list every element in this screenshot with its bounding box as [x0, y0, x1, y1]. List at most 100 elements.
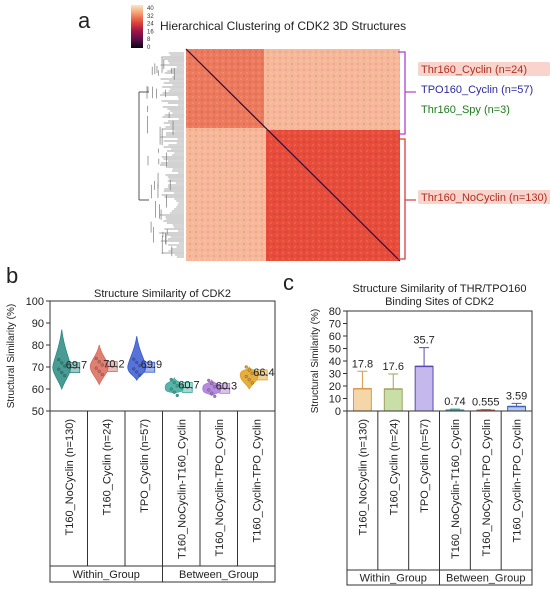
- data-point: [100, 373, 104, 377]
- y-tick-label: 80: [329, 306, 341, 318]
- bracket-upper: [398, 51, 406, 135]
- group-label: Between_Group: [179, 569, 259, 581]
- y-tick-label: 80: [32, 340, 44, 352]
- data-point: [244, 365, 248, 369]
- x-tick-label: T160_Cyclin (n=24): [101, 419, 113, 515]
- data-point: [175, 384, 179, 388]
- y-tick-label: 100: [26, 296, 44, 308]
- data-label: 60.7: [178, 379, 199, 391]
- y-tick-label: 50: [329, 344, 341, 356]
- group-label: Within_Group: [73, 569, 140, 581]
- y-axis-label: Structural Similarity (%): [6, 304, 17, 408]
- x-tick-label: T160_NoCyclin-T160_Cyclin: [450, 419, 462, 559]
- data-point: [250, 371, 254, 375]
- data-point: [250, 381, 254, 385]
- data-label: 69.9: [141, 359, 162, 371]
- data-point: [213, 385, 217, 389]
- cluster-label: Thr160_Spy (n=3): [421, 104, 510, 116]
- x-tick-label: T160_Cyclin-TPO_Cyclin: [512, 419, 524, 542]
- panel-label-b: b: [6, 263, 18, 288]
- x-tick-label: T160_Cyclin-TPO_Cyclin: [251, 419, 263, 542]
- panel-label-c: c: [283, 270, 294, 295]
- data-point: [172, 381, 176, 385]
- data-point: [94, 357, 98, 361]
- data-point: [138, 364, 142, 368]
- bracket-lower: [398, 138, 406, 260]
- y-tick-label: 70: [329, 319, 341, 331]
- y-axis-label: Structural Similarity (%): [310, 309, 321, 413]
- colorbar-tick-label: 8: [147, 37, 151, 43]
- data-point: [97, 360, 101, 364]
- bar: [414, 365, 434, 412]
- violin: [52, 329, 72, 391]
- data-point: [247, 368, 251, 372]
- x-tick-label: T160_NoCyclin (n=130): [64, 419, 76, 535]
- data-point: [138, 373, 142, 377]
- x-tick-label: T160_NoCyclin-TPO_Cyclin: [214, 419, 226, 557]
- bar: [383, 388, 403, 412]
- data-label: 0.74: [444, 396, 465, 408]
- y-tick-label: 20: [329, 381, 341, 393]
- data-point: [175, 393, 179, 398]
- data-point: [63, 374, 67, 378]
- cluster-label: Thr160_Cyclin (n=24): [421, 64, 527, 76]
- colorbar-tick-label: 40: [147, 6, 154, 12]
- heatmap-diagonal: [185, 48, 401, 262]
- colorbar-tick-label: 16: [147, 29, 154, 35]
- colorbar-tick-label: 32: [147, 14, 154, 20]
- data-point: [247, 378, 251, 382]
- y-tick-label: 90: [32, 318, 44, 330]
- colorbar: [131, 5, 143, 48]
- data-point: [169, 377, 173, 382]
- data-point: [132, 367, 136, 371]
- violin-panel: Structure Similarity of CDK2 50 60 70 80 90 10…: [6, 288, 276, 583]
- colorbar-tick-label: 24: [147, 22, 154, 28]
- data-point: [57, 367, 61, 371]
- y-tick-label: 70: [32, 362, 44, 374]
- data-point: [207, 388, 211, 392]
- panel-label-a: a: [78, 8, 91, 33]
- group-label: Between_Group: [446, 573, 526, 585]
- heatmap-title: Hierarchical Clustering of CDK2 3D Struc…: [160, 19, 406, 33]
- chart-title: Binding Sites of CDK2: [385, 296, 494, 308]
- data-label: 17.6: [383, 361, 404, 373]
- chart-title: Structure Similarity of CDK2: [94, 288, 231, 300]
- x-tick-label: T160_NoCyclin (n=130): [357, 419, 369, 535]
- data-point: [60, 370, 64, 375]
- data-point: [135, 360, 139, 364]
- x-tick-label: TPO_Cyclin (n=57): [139, 419, 151, 513]
- data-label: 60.3: [216, 380, 237, 392]
- x-tick-label: TPO_Cyclin (n=57): [419, 419, 431, 513]
- data-label: 3.59: [506, 390, 527, 402]
- data-point: [207, 378, 211, 382]
- data-point: [94, 366, 98, 370]
- data-point: [244, 374, 248, 379]
- violin: [239, 366, 259, 390]
- data-point: [172, 390, 176, 394]
- plot-area: [49, 300, 276, 412]
- cluster-label: TPO160_Cyclin (n=57): [421, 84, 533, 96]
- violin: [202, 379, 222, 397]
- data-point: [169, 387, 173, 391]
- y-tick-label: 50: [32, 406, 44, 418]
- y-tick-label: 40: [329, 356, 341, 368]
- data-point: [57, 358, 61, 362]
- group-label: Within_Group: [360, 573, 427, 585]
- violin: [127, 336, 147, 381]
- data-point: [135, 370, 139, 374]
- chart-title: Structure Similarity of THR/TPO160: [352, 283, 526, 295]
- data-point: [97, 369, 101, 373]
- x-tick-label: T160_NoCyclin-TPO_Cyclin: [481, 419, 493, 557]
- cluster-labels: Thr160_Cyclin (n=24) TPO160_Cyclin (n=57)…: [418, 62, 550, 204]
- y-tick-label: 0: [335, 406, 341, 418]
- data-point: [210, 381, 214, 386]
- data-label: 35.7: [413, 335, 434, 347]
- data-point: [63, 364, 67, 368]
- y-tick-label: 60: [32, 384, 44, 396]
- data-label: 0.555: [472, 397, 500, 409]
- data-point: [100, 363, 104, 367]
- x-tick-label: T160_Cyclin (n=24): [388, 419, 400, 515]
